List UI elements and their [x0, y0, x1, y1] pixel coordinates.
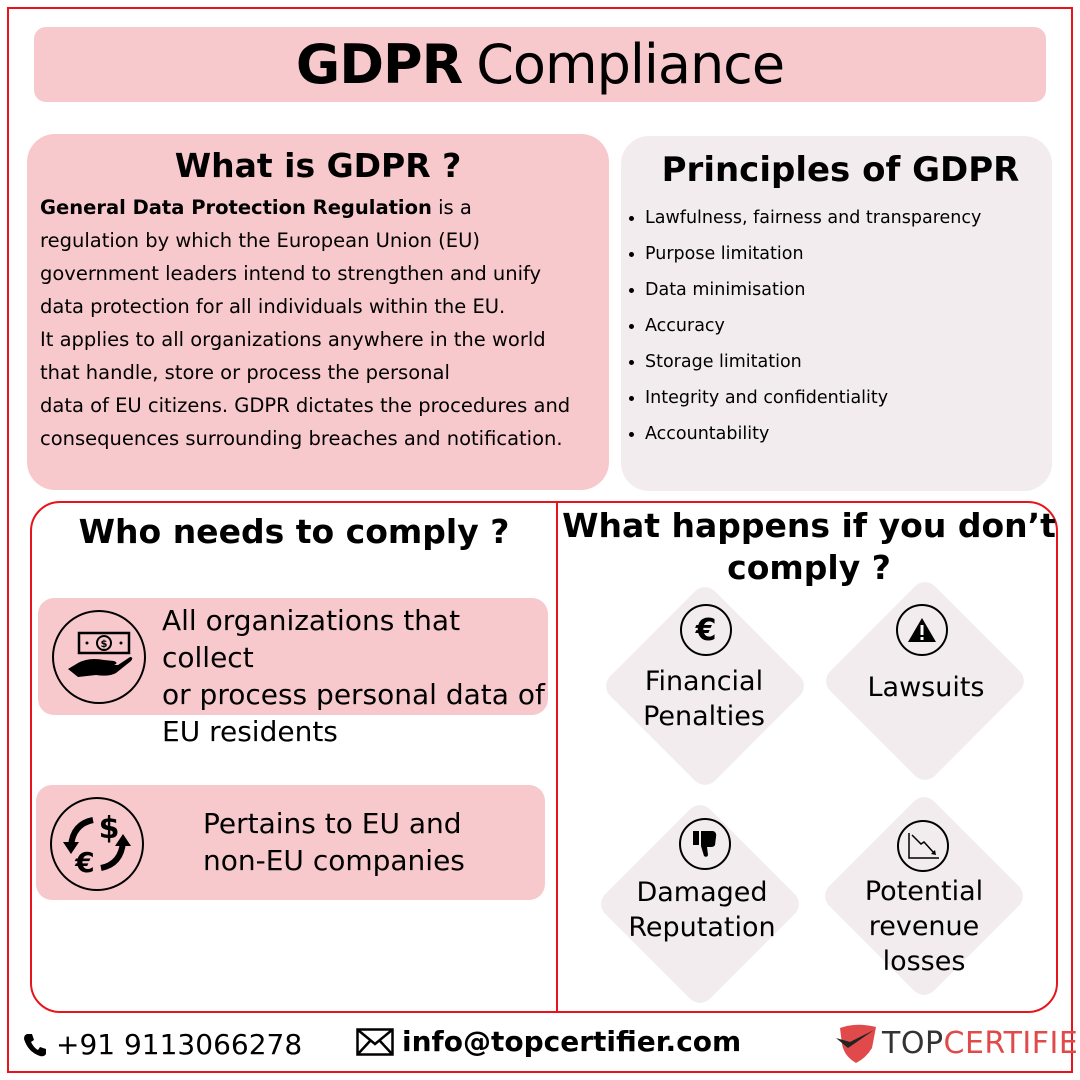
who-card: $ € Pertains to EU and non-EU companies — [36, 785, 545, 900]
currency-exchange-icon: $ € — [50, 797, 144, 891]
what-heading: What is GDPR ? — [174, 146, 462, 185]
svg-text:$: $ — [99, 811, 120, 846]
consequence-label: Financial Penalties — [643, 666, 765, 732]
thumbs-down-icon — [679, 818, 731, 870]
page-title: GDPR Compliance — [34, 27, 1046, 102]
email-address: info@topcertifier.com — [402, 1025, 742, 1058]
title-regular: Compliance — [476, 33, 785, 96]
title-bold: GDPR — [295, 33, 463, 96]
svg-text:€: € — [74, 846, 94, 879]
principle-item: Lawfulness, fairness and transparency — [629, 200, 1052, 236]
divider — [556, 502, 558, 1012]
principle-item: Storage limitation — [629, 344, 1052, 380]
principle-item: Accuracy — [629, 308, 1052, 344]
warning-icon — [896, 604, 948, 656]
mail-icon — [356, 1027, 394, 1056]
consequence-label: Lawsuits — [867, 672, 985, 703]
principle-item: Data minimisation — [629, 272, 1052, 308]
svg-text:$: $ — [101, 639, 108, 650]
euro-icon: € — [680, 604, 732, 656]
what-is-gdpr-panel: What is GDPR ? General Data Protection R… — [27, 134, 609, 490]
declining-chart-icon — [897, 820, 949, 872]
consequences-heading: What happens if you don’t comply ? — [562, 506, 1056, 587]
email-contact[interactable]: info@topcertifier.com — [356, 1025, 741, 1058]
bottom-panel — [30, 501, 1058, 1013]
what-body: General Data Protection Regulation is a … — [40, 191, 609, 455]
principle-item: Accountability — [629, 416, 1052, 452]
principles-heading: Principles of GDPR — [661, 150, 1020, 190]
consequence-label: Damaged Reputation — [628, 877, 776, 943]
phone-icon — [24, 1033, 46, 1056]
logo-text-dark: TOP — [882, 1025, 944, 1061]
who-card: $ All organizations that collect or proc… — [38, 598, 548, 748]
phone-contact[interactable]: +91 9113066278 — [22, 1028, 302, 1061]
who-heading: Who needs to comply ? — [78, 512, 510, 551]
logo-text-red: CERTIFIER — [943, 1025, 1080, 1061]
what-text: is a regulation by which the European Un… — [40, 196, 571, 450]
phone-number: +91 9113066278 — [56, 1028, 303, 1061]
consequence-label: Potential revenue losses — [864, 876, 984, 977]
who-item-text: Pertains to EU and non-EU companies — [203, 807, 465, 877]
topcertifier-logo: TOPCERTIFIER — [834, 1022, 1080, 1064]
principles-list: Lawfulness, fairness and transparency Pu… — [629, 200, 1052, 452]
who-item-text: All organizations that collect or proces… — [162, 604, 545, 748]
shield-check-icon — [836, 1024, 876, 1063]
principles-panel: Principles of GDPR Lawfulness, fairness … — [621, 136, 1052, 491]
hand-money-icon: $ — [52, 610, 146, 704]
principle-item: Integrity and confidentiality — [629, 380, 1052, 416]
what-lead: General Data Protection Regulation — [40, 196, 432, 219]
page-border — [7, 7, 1073, 1073]
principle-item: Purpose limitation — [629, 236, 1052, 272]
